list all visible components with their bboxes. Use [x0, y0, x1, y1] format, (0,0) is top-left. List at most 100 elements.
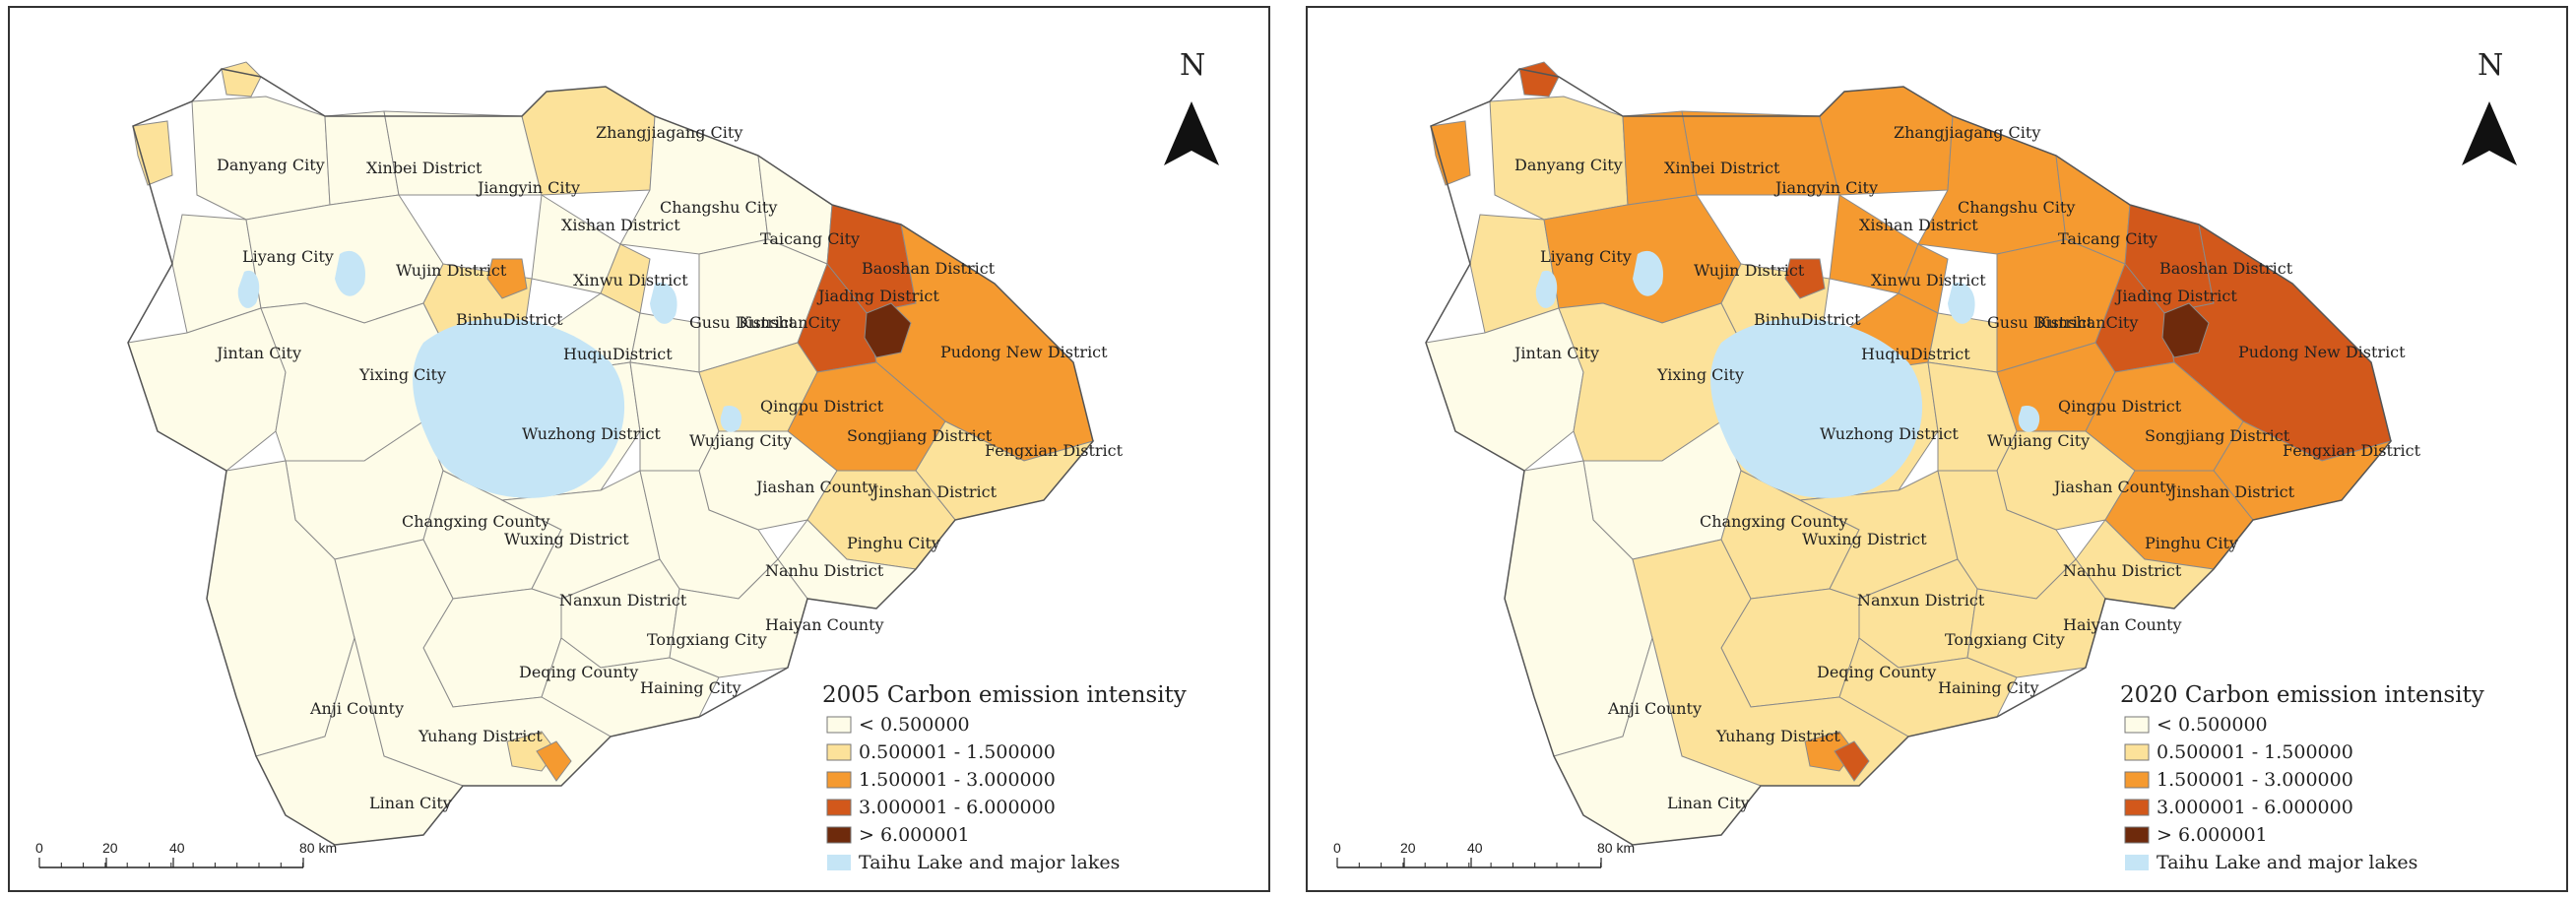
region-label: Zhangjiagang City	[1894, 123, 2040, 142]
region-label: Changxing County	[402, 512, 549, 531]
region-label: Qingpu District	[2058, 397, 2182, 416]
region-spot_w	[1430, 120, 1471, 186]
region-spot_w	[132, 120, 173, 186]
legend-item-label: 1.500001 - 3.000000	[859, 769, 1056, 791]
region-label: Fengxian District	[985, 441, 1124, 460]
region-label: Nanhu District	[765, 561, 884, 580]
lake-0	[1710, 318, 1923, 498]
region-label: Baoshan District	[2159, 259, 2293, 278]
legend-item-label: > 6.000001	[2157, 824, 2268, 846]
region-label: Wuxing District	[504, 530, 629, 548]
legend-swatch	[827, 855, 851, 870]
region-label: Yixing City	[1656, 365, 1744, 384]
region-label: Jiading District	[2114, 287, 2237, 305]
region-label: Nanhu District	[2063, 561, 2182, 580]
region-label: Wujin District	[1694, 261, 1805, 280]
region-label: Pudong New District	[2238, 343, 2406, 361]
legend-item-label: 0.500001 - 1.500000	[2157, 741, 2353, 763]
lake-3	[650, 283, 677, 324]
legend-item-label: > 6.000001	[859, 824, 970, 846]
scale-tick-label: 40	[1467, 840, 1483, 856]
region-label: Gusu District	[1987, 313, 2093, 332]
region-label: Wuxing District	[1802, 530, 1927, 548]
north-arrow-icon: N	[2462, 48, 2517, 165]
region-label: Qingpu District	[760, 397, 884, 416]
region-spot_s2	[536, 740, 572, 782]
region-label: Jiading District	[816, 287, 939, 305]
map-panel-2020: Danyang City Xinbei District Jiangyin City…	[1306, 6, 2568, 892]
region-label: Xishan District	[1859, 216, 1978, 234]
legend-item-label: < 0.500000	[2157, 714, 2268, 736]
region-spot_s2	[1834, 740, 1870, 782]
region-label: Haiyan County	[765, 615, 884, 634]
region-label: Nanxun District	[1857, 591, 1985, 609]
legend-item-label: < 0.500000	[859, 714, 970, 736]
study-area-boundary	[1425, 68, 2392, 846]
region-label: Songjiang District	[847, 426, 993, 445]
region-label: Liyang City	[242, 247, 334, 266]
region-label: BinhuDistrict	[1754, 310, 1861, 329]
region-label: Jiashan County	[2052, 478, 2174, 496]
legend-swatch	[826, 826, 852, 844]
region-label: Changxing County	[1700, 512, 1847, 531]
scale-tick-label: 0	[35, 840, 43, 856]
scale-tick-label: 20	[1400, 840, 1416, 856]
region-label: Anji County	[1607, 699, 1702, 718]
region-label: Wujiang City	[1987, 431, 2090, 450]
region-label: Liyang City	[1540, 247, 1632, 266]
legend-swatch	[826, 743, 852, 761]
lake-3	[1948, 283, 1975, 324]
lake-4	[2018, 406, 2040, 432]
region-label: Yuhang District	[1715, 727, 1840, 745]
region-label: Anji County	[309, 699, 404, 718]
region-label: Wuzhong District	[1820, 424, 1959, 443]
legend-swatch	[2124, 716, 2150, 734]
region-label: Tongxiang City	[647, 630, 767, 649]
region-label: Deqing County	[519, 663, 638, 681]
region-label: Deqing County	[1817, 663, 1936, 681]
region-label: Jinshan District	[870, 482, 998, 501]
lake-0	[413, 318, 625, 498]
region-label: Wujin District	[396, 261, 507, 280]
scale-tick-label: 80 km	[299, 840, 337, 856]
legend-swatch	[826, 799, 852, 816]
region-spot_n	[221, 61, 262, 97]
north-label: N	[2478, 48, 2503, 83]
region-label: Linan City	[369, 794, 452, 812]
region-label: Xinbei District	[1664, 159, 1780, 177]
region-label: Changshu City	[1958, 198, 2075, 217]
scale-tick-label: 40	[169, 840, 185, 856]
region-label: Xishan District	[561, 216, 680, 234]
region-label: Danyang City	[1514, 156, 1623, 174]
region-label: Haining City	[640, 678, 741, 697]
scale-bar: 0 20 40 80 km	[35, 840, 337, 868]
region-urban_core	[2161, 302, 2210, 358]
region-label: Jiangyin City	[476, 178, 580, 197]
lake-1	[1633, 250, 1663, 296]
north-arrow-icon: N	[1164, 48, 1219, 165]
scale-tick-label: 0	[1333, 840, 1341, 856]
region-label: Wujiang City	[689, 431, 792, 450]
region-label: Baoshan District	[862, 259, 996, 278]
region-label: Xinwu District	[573, 271, 688, 289]
legend-swatch	[2124, 771, 2150, 789]
region-spot_n	[1518, 61, 1560, 97]
lake-4	[720, 406, 742, 432]
region-label: Yuhang District	[418, 727, 543, 745]
legend-item-label: 3.000001 - 6.000000	[2157, 797, 2353, 818]
legend-title: 2005 Carbon emission intensity	[822, 682, 1187, 708]
scale-tick-label: 20	[102, 840, 118, 856]
region-label: Nanxun District	[559, 591, 687, 609]
region-label: Tongxiang City	[1945, 630, 2065, 649]
region-label: Yixing City	[358, 365, 446, 384]
legend-item-label: 1.500001 - 3.000000	[2157, 769, 2353, 791]
region-spot_binhu	[1784, 258, 1826, 299]
region-label: BinhuDistrict	[456, 310, 563, 329]
region-label: HuqiuDistrict	[1861, 345, 1970, 363]
region-label: Zhangjiagang City	[596, 123, 742, 142]
legend-swatch	[2124, 799, 2150, 816]
region-label: Xinbei District	[366, 159, 483, 177]
